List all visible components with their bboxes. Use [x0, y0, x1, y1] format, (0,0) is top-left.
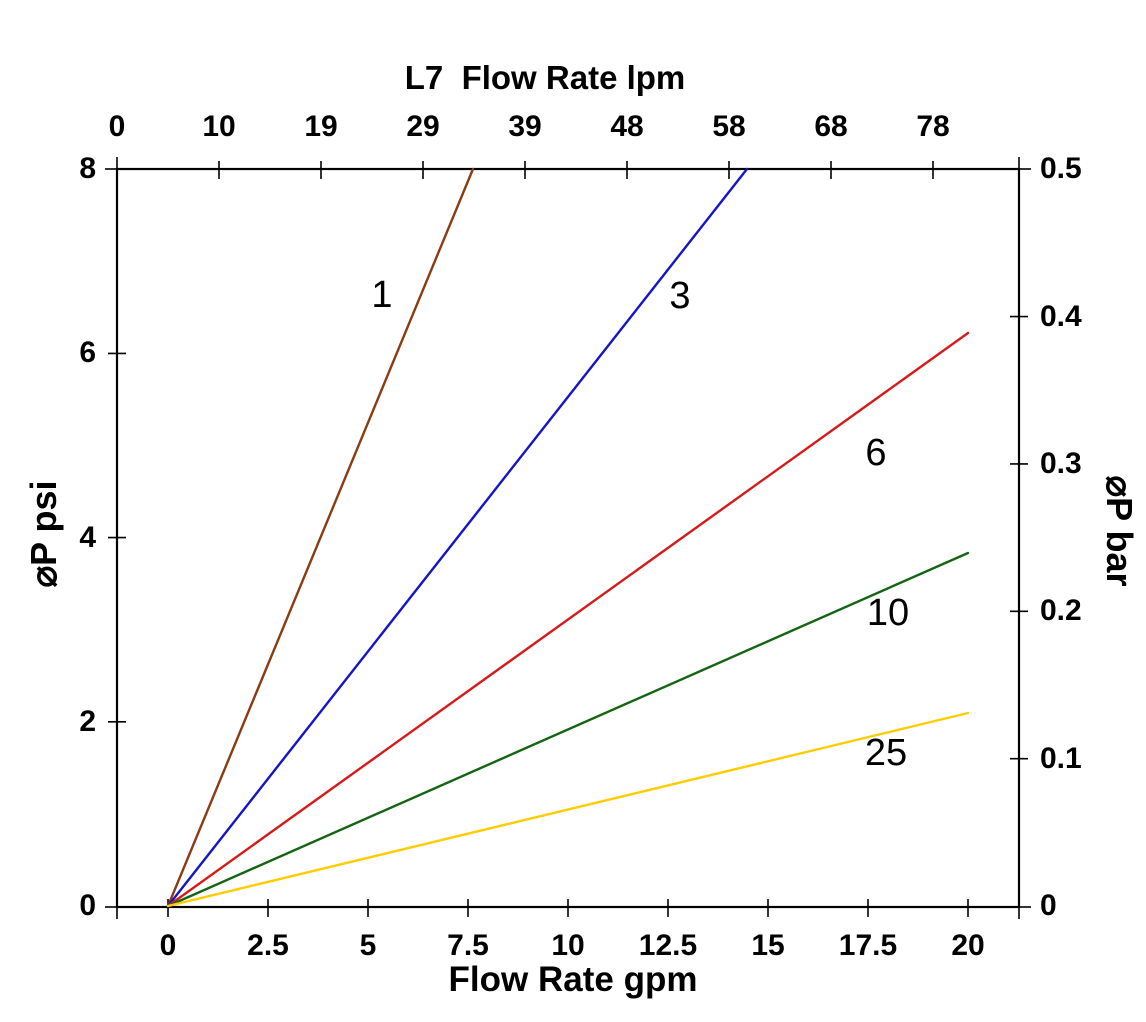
svg-text:6: 6: [865, 432, 886, 474]
svg-text:3: 3: [669, 275, 690, 317]
svg-text:1: 1: [371, 274, 392, 316]
svg-text:10: 10: [867, 592, 909, 634]
svg-text:25: 25: [865, 732, 907, 774]
